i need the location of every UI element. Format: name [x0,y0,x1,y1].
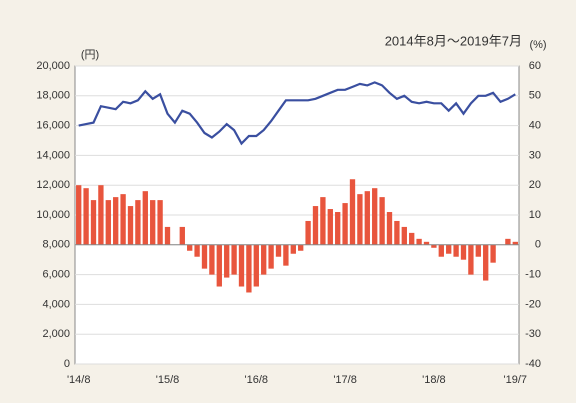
y2-axis-label: (%) [529,39,546,51]
y2-tick-label: 20 [529,179,541,191]
y-tick-label: 8,000 [42,239,70,251]
bar [312,206,319,245]
bar [290,244,296,254]
bar [157,200,163,245]
bar [113,197,119,245]
bar [386,212,393,245]
y-axis-label: (円) [81,49,99,61]
y-tick-label: 16,000 [36,120,70,132]
y2-tick-label: 40 [529,120,541,132]
bar [357,194,363,245]
y-tick-label: 10,000 [36,209,70,221]
y2-tick-label: -20 [525,298,541,310]
bar [231,244,237,275]
y2-tick-label: 10 [529,209,541,221]
bar [364,191,370,245]
bar [460,244,467,260]
bar [105,200,111,245]
bar [379,197,385,245]
x-tick-label: '16/8 [245,374,269,386]
bar [512,241,518,245]
bar [305,220,311,245]
bar [409,232,415,245]
bar [142,191,148,245]
bar [209,244,215,275]
y2-tick-label: 30 [529,149,541,161]
y2-tick-label: 0 [535,239,541,251]
y2-tick-label: -10 [525,269,541,281]
bar [238,244,245,287]
bar [90,200,97,245]
bar [327,209,333,245]
bar [453,244,459,257]
bar [438,244,444,257]
bar [320,197,326,245]
x-tick-label: '17/8 [333,374,357,386]
bar [224,244,230,278]
y-tick-label: 6,000 [42,269,70,281]
bar [446,244,452,254]
bar [179,226,185,245]
x-tick-label: '18/8 [422,374,446,386]
bar [253,244,259,287]
bar [431,244,437,248]
bar [275,244,282,257]
bar [120,194,126,245]
bar [468,244,474,275]
bar [268,244,274,269]
bar [349,179,356,245]
bar [372,188,378,245]
y-tick-label: 20,000 [36,60,70,72]
x-tick-label: '19/7 [504,374,528,386]
x-tick-label: '14/8 [67,374,91,386]
bar [416,238,422,245]
bar [483,244,489,281]
bar [401,226,407,245]
bar [76,185,82,245]
y2-tick-label: -40 [525,358,541,370]
bar [342,203,348,245]
bar [164,226,171,245]
bar [246,244,252,293]
bar [335,212,341,245]
y-tick-label: 18,000 [36,90,70,102]
bar [150,200,156,245]
bar [135,200,141,245]
bar [298,244,304,251]
x-tick-label: '15/8 [156,374,180,386]
y-tick-label: 4,000 [42,298,70,310]
y2-tick-label: -30 [525,328,541,340]
bar [394,220,400,245]
bar [201,244,208,269]
bar [475,244,481,257]
y2-tick-label: 60 [529,60,541,72]
y-tick-label: 0 [64,358,70,370]
y2-tick-label: 50 [529,90,541,102]
bar [490,244,496,263]
bar [261,244,267,275]
bar [283,244,289,266]
bar [505,238,511,245]
bar [216,244,222,287]
bar [423,241,430,245]
y-tick-label: 2,000 [42,328,70,340]
bar [83,188,89,245]
bar [194,244,200,257]
y-tick-label: 12,000 [36,179,70,191]
y-tick-label: 14,000 [36,149,70,161]
bar [98,185,104,245]
subtitle: 2014年8月～2019年7月 [385,33,522,48]
bar [127,206,134,245]
line [78,81,516,146]
bar [187,244,193,251]
